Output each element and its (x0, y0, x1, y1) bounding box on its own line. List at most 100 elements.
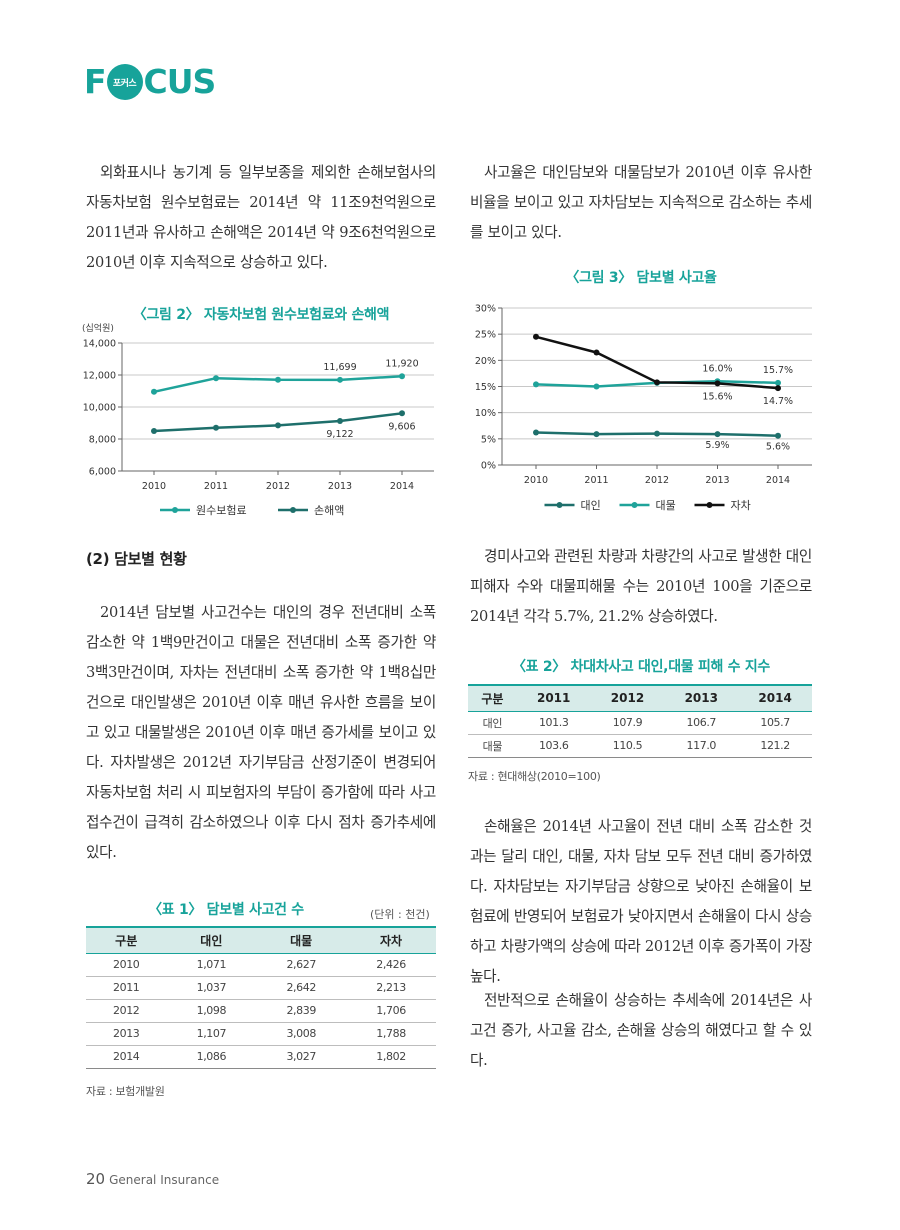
figure-3-data-point (775, 432, 781, 439)
figure-3-legend-marker (706, 502, 713, 508)
table-1-title: 〈표 1〉 담보별 사고건 수 (148, 902, 304, 918)
figure-3-data-label: 16.0% (702, 363, 732, 374)
figure-3-data-point (714, 431, 721, 438)
figure-3-y-tick-label: 20% (475, 356, 496, 367)
table-1-unit: (단위 : 천건) (370, 908, 430, 921)
figure-3-data-point (775, 385, 781, 392)
table-2-column-header: 2011 (516, 684, 591, 712)
figure-3-y-tick-label: 15% (475, 382, 496, 393)
table-1-header-row: 구분 대인 대물 자차 (86, 926, 436, 954)
table-1-cell: 1,107 (166, 1022, 257, 1046)
table-1-cell: 1,037 (166, 976, 257, 1000)
figure-3-data-point (533, 333, 539, 340)
figure-2-y-tick-label: 8,000 (89, 435, 116, 446)
table-1-cell: 2012 (86, 999, 167, 1023)
left-paragraph-2: 2014년 담보별 사고건수는 대인의 경우 전년대비 소폭 감소한 약 1백9… (86, 598, 436, 868)
right-paragraph-1-text: 사고율은 대인담보와 대물담보가 2010년 이후 유사한 비율을 보이고 있고… (470, 164, 812, 241)
figure-3-data-label: 15.6% (702, 391, 732, 402)
figure-2-data-point (151, 388, 157, 395)
table-1-column-header: 자차 (346, 926, 436, 954)
right-paragraph-3: 손해율은 2014년 사고율이 전년 대비 소폭 감소한 것과는 달리 대인, … (470, 812, 812, 992)
table-row: 2011 1,037 2,642 2,213 (86, 976, 436, 1000)
figure-3-data-point (593, 431, 600, 438)
figure-3-legend-label: 자차 (731, 499, 751, 512)
right-paragraph-2-text: 경미사고와 관련된 차량과 차량간의 사고로 발생한 대인피해자 수와 대물피해… (470, 548, 812, 625)
focus-logo: F 포커스 CUS (84, 64, 216, 100)
table-2-cell: 121.2 (738, 734, 812, 758)
right-paragraph-3-text: 손해율은 2014년 사고율이 전년 대비 소폭 감소한 것과는 달리 대인, … (470, 818, 812, 985)
table-row: 대인 101.3 107.9 106.7 105.7 (468, 711, 812, 735)
figure-2-x-tick-label: 2012 (266, 481, 290, 492)
figure-2-y-tick-label: 10,000 (83, 403, 116, 414)
table-1-cell: 1,086 (166, 1045, 257, 1069)
figure-2-x-tick-label: 2013 (328, 481, 352, 492)
table-2-cell: 대물 (468, 734, 517, 758)
figure-2-data-point (275, 422, 281, 429)
figure-2-data-point (275, 376, 281, 383)
figure-3-data-point (654, 430, 660, 437)
figure-2-chart: (십억원) 6,000 8,000 10,000 12,000 14,000 2010 201… (82, 322, 434, 517)
table-1-cell: 1,802 (346, 1045, 436, 1069)
figure-3-data-point (714, 380, 721, 387)
figure-2-y-tick-label: 12,000 (83, 371, 116, 382)
figure-3-data-point (533, 429, 539, 436)
figure-2-title: 〈그림 2〉 자동차보험 원수보험료와 손해액 (132, 307, 390, 323)
table-2-column-header: 2014 (738, 684, 812, 712)
table-1-cell: 2011 (86, 976, 167, 1000)
figure-2-y-tick-label: 6,000 (89, 467, 116, 478)
figure-2-data-label: 9,122 (326, 429, 353, 440)
figure-3-x-tick-label: 2014 (766, 475, 790, 486)
table-1-cell: 1,706 (346, 999, 436, 1023)
figure-3-data-point (593, 383, 600, 390)
figure-3-legend-label: 대물 (656, 499, 676, 512)
figure-3-data-point (775, 379, 781, 386)
figure-2-data-point (337, 418, 343, 425)
table-2-cell: 117.0 (664, 734, 739, 758)
table-1-cell: 1,098 (166, 999, 257, 1023)
table-2-header-row: 구분 2011 2012 2013 2014 (468, 684, 812, 712)
table-1-cell: 2,627 (256, 953, 347, 977)
right-paragraph-2: 경미사고와 관련된 차량과 차량간의 사고로 발생한 대인피해자 수와 대물피해… (470, 542, 812, 632)
table-row: 2012 1,098 2,839 1,706 (86, 999, 436, 1023)
figure-3-x-tick-label: 2010 (524, 475, 548, 486)
figure-3-data-point (593, 349, 600, 356)
figure-2-data-point (213, 424, 219, 431)
table-1-cell: 1,071 (166, 953, 257, 977)
table-1-cell: 3,008 (256, 1022, 347, 1046)
figure-2-x-tick-label: 2011 (204, 481, 228, 492)
right-paragraph-4: 전반적으로 손해율이 상승하는 추세속에 2014년은 사고건 증가, 사고율 … (470, 986, 812, 1076)
table-2-cell: 110.5 (590, 734, 665, 758)
figure-3-y-tick-label: 25% (475, 330, 496, 341)
figure-3-data-label: 5.9% (705, 440, 729, 451)
figure-2-x-tick-label: 2014 (390, 481, 414, 492)
figure-2-legend-label: 손해액 (314, 503, 344, 517)
figure-2-y-tick-label: 14,000 (83, 339, 116, 350)
table-1-cell: 2,839 (256, 999, 347, 1023)
table-row: 2010 1,071 2,627 2,426 (86, 953, 436, 977)
figure-3-y-tick-label: 30% (475, 304, 496, 315)
table-2-cell: 101.3 (516, 711, 591, 735)
table-1-column-header: 대물 (256, 926, 347, 954)
logo-circle: 포커스 (106, 64, 143, 100)
figure-2-data-point (399, 373, 405, 380)
right-paragraph-4-text: 전반적으로 손해율이 상승하는 추세속에 2014년은 사고건 증가, 사고율 … (470, 992, 812, 1069)
table-1-cell: 3,027 (256, 1045, 347, 1069)
figure-3-x-tick-label: 2011 (584, 475, 608, 486)
table-1-cell: 2,213 (346, 976, 436, 1000)
figure-2-data-point (399, 410, 405, 417)
table-row: 2013 1,107 3,008 1,788 (86, 1022, 436, 1046)
table-2-column-header: 2013 (664, 684, 739, 712)
figure-2-data-label: 11,920 (385, 358, 418, 369)
figure-2-data-point (213, 375, 219, 382)
table-1-column-header: 구분 (86, 926, 167, 954)
table-1: 구분 대인 대물 자차 2010 1,071 2,627 2,426 2011 1,037 2,6… (86, 926, 436, 1069)
figure-2-legend-marker (290, 507, 296, 513)
figure-3-legend-marker (556, 502, 563, 508)
figure-3-legend-label: 대인 (581, 499, 601, 512)
figure-3-y-tick-label: 10% (475, 408, 496, 419)
figure-3-legend-marker (631, 502, 638, 508)
table-2-cell: 105.7 (738, 711, 812, 735)
table-2-cell: 107.9 (590, 711, 665, 735)
figure-2-y-unit-label: (십억원) (82, 322, 114, 334)
table-2-cell: 대인 (468, 711, 517, 735)
